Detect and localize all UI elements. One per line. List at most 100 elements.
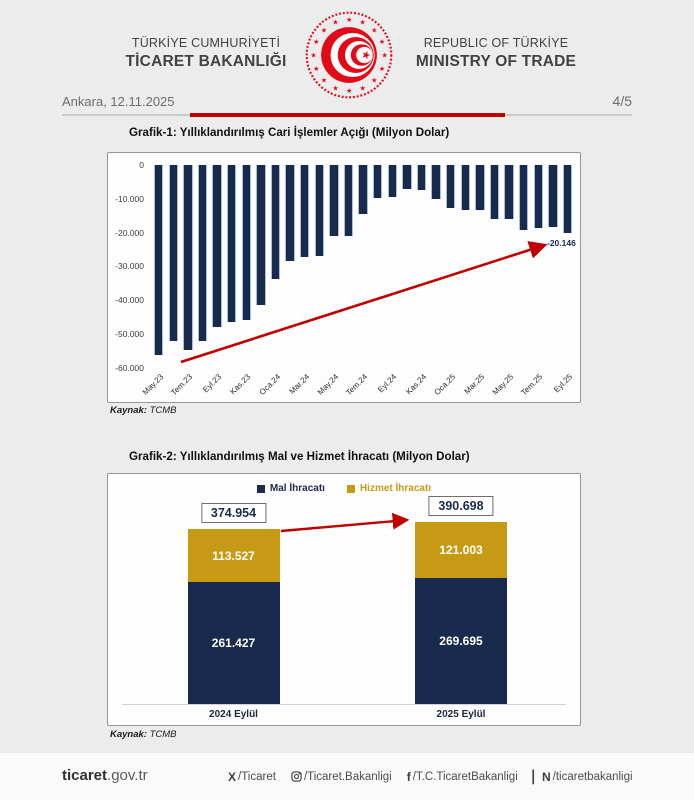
stacked-bar-segment-hizmet: 121.003 [415,521,507,579]
bar [270,165,281,279]
svg-text:★: ★ [310,51,316,59]
date-location: Ankara, 12.11.2025 [62,94,175,109]
bar [548,165,558,227]
bar [533,165,543,228]
y-axis-tick-label: 0 [139,160,144,170]
svg-text:★: ★ [332,19,338,27]
chart2-source-label: Kaynak: [110,729,147,740]
legend-label-mal: Mal İhracatı [269,483,325,494]
svg-text:★: ★ [379,38,385,46]
legend-item-hizmet-ihracati: Hizmet İhracatı [346,483,432,494]
svg-text:★: ★ [359,50,371,60]
category-label: 2024 Eylül [209,709,258,720]
legend-item-mal-ihracati: Mal İhracatı [256,483,325,494]
footer: ticaret.gov.tr X/Ticaret /Ticaret.Bakanl… [0,753,694,800]
bar [285,165,295,261]
bar [475,165,485,211]
svg-text:★: ★ [313,65,319,73]
y-axis-tick-label: -20.000 [115,227,144,238]
legend-swatch-navy-icon [256,484,265,493]
legend-swatch-gold-icon [346,484,355,493]
chart2-legend: Mal İhracatı Hizmet İhracatı [108,483,580,494]
bar [212,165,222,327]
ministry-title-en: REPUBLIC OF TÜRKİYE MINISTRY OF TRADE [366,36,626,71]
y-axis-tick-label: -40.000 [115,295,144,305]
y-axis-tick-label: -30.000 [115,261,144,272]
svg-text:★: ★ [321,26,327,34]
website-link-bold: ticaret [62,767,108,784]
y-axis-tick-label: -60.000 [115,362,144,373]
website-link[interactable]: ticaret.gov.tr [62,767,148,784]
bar [197,165,208,341]
bar [227,165,237,323]
ministry-title-en-line1: REPUBLIC OF TÜRKİYE [423,36,569,50]
x-icon: X [228,769,237,784]
chart1-plot-area: 0 -10.000 -20.000 -30.000 -40.000 -50.000 -60.… [108,153,580,402]
ministry-of-trade-logo-icon: ★ ★★★★★★★★★★★★★★★ ★ [305,11,393,99]
category-label: 2025 Eylül [436,709,486,720]
chart1-source-label: Kaynak: [110,405,147,416]
total-value-box: 374.954 [200,503,267,523]
stacked-bar-segment-mal: 261.427 [187,582,280,704]
bar [416,165,427,190]
bar [387,165,397,197]
social-facebook-link[interactable]: f/T.C.TicaretBakanligi [407,770,518,784]
svg-text:★: ★ [313,38,319,46]
bar [373,165,383,198]
bar [183,165,193,350]
nsosyal-icon: ▏N [532,769,551,784]
bar [358,165,368,214]
chart1-source: Kaynak: TCMB [110,405,177,416]
bar [241,165,251,320]
bar [256,165,266,306]
social-nsosyal-link[interactable]: ▏N/ticaretbakanligi [533,770,633,784]
social-facebook-handle: /T.C.TicaretBakanligi [412,770,518,783]
website-link-rest: .gov.tr [107,767,148,784]
svg-text:★: ★ [379,65,385,73]
svg-text:★: ★ [346,16,352,24]
social-x-handle: /Ticaret [238,770,276,783]
facebook-icon: f [406,769,411,784]
bar [402,165,412,190]
bar [460,165,470,210]
svg-text:★: ★ [321,77,327,85]
ministry-title-en-line2: MINISTRY OF TRADE [415,52,577,70]
total-value-box: 390.698 [428,495,494,516]
bar [168,165,178,342]
ministry-title-tr-line2: TİCARET BAKANLIĞI [125,52,287,70]
stacked-bar-segment-mal: 269.695 [415,578,507,704]
stacked-bar-segment-hizmet: 113.527 [187,529,280,582]
bar [446,165,456,208]
chart2-plot-area: 261.427 113.527 374.954 2024 Eylül 269.695 12… [108,474,580,725]
chart2-frame: Mal İhracatı Hizmet İhracatı 261.427 113.… [107,473,581,726]
svg-text:★: ★ [371,26,377,34]
svg-text:★: ★ [371,77,377,85]
chart1-source-value: TCMB [149,405,177,416]
bar [519,165,529,231]
instagram-icon [291,771,302,782]
chart1-frame: 0 -10.000 -20.000 -30.000 -40.000 -50.000 -60.… [107,152,581,403]
social-links: X/Ticaret /Ticaret.Bakanligi f/T.C.Ticar… [228,753,654,800]
bar [431,165,441,199]
legend-label-hizmet: Hizmet İhracatı [359,483,432,494]
svg-text:★: ★ [332,84,338,92]
social-instagram-link[interactable]: /Ticaret.Bakanligi [291,771,392,783]
social-x-link[interactable]: X/Ticaret [228,770,276,784]
bar [489,165,500,220]
bar [314,165,324,256]
chart2-source-value: TCMB [149,729,177,740]
chart1-title: Grafik-1: Yıllıklandırılmış Cari İşlemle… [129,126,450,139]
page-number: 4/5 [612,93,632,109]
chart1-end-value-label: -20.146 [547,238,576,248]
chart2-baseline [122,704,566,705]
ministry-title-tr: TÜRKİYE CUMHURİYETİ TİCARET BAKANLIĞI [76,36,336,71]
ministry-title-tr-line1: TÜRKİYE CUMHURİYETİ [131,36,281,50]
bar [154,165,164,355]
bar [343,165,354,236]
svg-text:★: ★ [346,87,352,95]
header-divider-red-accent [190,113,505,117]
y-axis-tick-label: -50.000 [115,328,144,339]
bar [562,165,573,233]
chart2-source: Kaynak: TCMB [110,729,177,740]
